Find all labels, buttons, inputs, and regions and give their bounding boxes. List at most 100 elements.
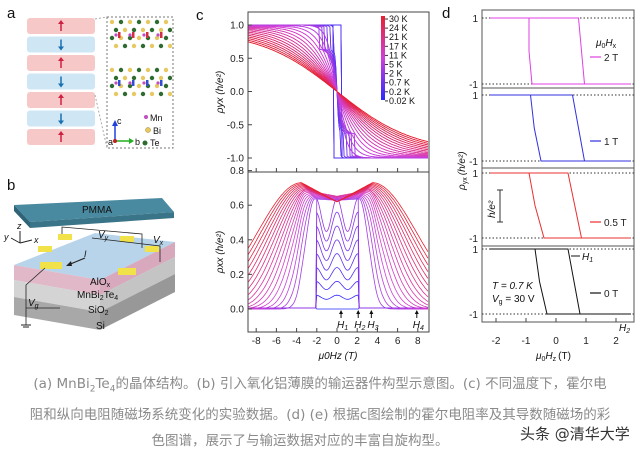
mn-atom [114,81,118,85]
atom-legend: Mn Bi Te [142,113,163,148]
atom [109,67,115,73]
atom [158,43,164,49]
legend-mn: Mn [150,113,163,123]
atom [149,43,155,49]
xtick-label: -6 [272,336,281,347]
xtick-label: -1 [522,336,531,347]
magnetic-layers [27,18,95,145]
pmma-label: PMMA [82,205,112,216]
bottom-ylabel: ρxx (h/e²) [215,231,226,274]
xtick-label: -4 [292,336,301,347]
ytick-minus-one: -1 [469,310,478,321]
atom [154,83,160,89]
atom [127,35,133,41]
top-ylabel: ρyx (h/e²) [215,71,226,114]
mn-spin [146,32,149,38]
temperature-condition: T = 0.7 K [492,281,534,292]
top-ytick-label: 1.0 [230,21,244,32]
figure: a c a b Mn Bi Te b PMMA [3,5,635,363]
panel-a: a c a b Mn Bi Te [7,5,174,149]
xtick-label: 2 [354,336,360,347]
vx-wire [91,237,161,262]
atom [109,19,115,25]
mn-spin [132,32,135,38]
atom [131,75,137,81]
si-layer [14,297,100,330]
atom [158,27,164,33]
atom [113,91,119,97]
panel-label-c: c [196,7,204,24]
hysteresis-sweep [490,172,622,239]
d-xlabel: μ0Hz (T) [535,351,571,363]
atom [158,75,164,81]
hysteresis-sweep [490,94,622,162]
longitudinal-curve [248,294,428,309]
longitudinal-curve [248,193,428,309]
atom [167,75,173,81]
caption-line-3: 色图谱，展示了与输运数据对应的丰富自旋构型。 [151,432,449,449]
ytick-minus-one: -1 [469,234,478,245]
xtick-label: -2 [492,336,501,347]
bottom-ytick-label: 0.6 [230,201,244,212]
field-marker-label: H4 [413,320,424,332]
mn-spin [160,80,163,86]
panel-b: b PMMA I Vy Vx Vg AlOx MnBi2Te4 SiO2 Si [3,177,175,332]
ytick-plus-one: 1 [472,91,478,102]
bottom-ytick-label: 0.2 [230,270,244,281]
colorbar-label: 21 K [389,32,408,42]
colorbar-label: 5 K [389,60,403,70]
colorbar-label: 0.7 K [389,78,410,88]
axis-c-label: c [117,116,122,126]
legend-bi: Bi [153,126,161,136]
mn-atom [114,33,118,37]
si-label: Si [96,321,105,332]
atom [122,27,128,33]
xtick-label: 0 [553,336,559,347]
atom [113,43,119,49]
arrow-head [58,120,64,125]
mn-spin [160,32,163,38]
z-axis-label: z [16,221,22,231]
colorbar-label: 30 K [389,14,408,24]
mn-spin [146,80,149,86]
mnbi2te4-layer [14,265,100,295]
legend-label: 0 T [604,289,618,300]
hysteresis-plots: 1-12 T1-11 T1-10.5 T1-10 T-2 -1 0 1 2 [469,9,635,347]
longitudinal-curve [248,187,429,286]
alox-label: AlOx [90,277,111,289]
longitudinal-curve [248,192,428,308]
colorbar-label: 0.02 K [389,96,415,106]
ytick-plus-one: 1 [472,169,478,180]
ytick-plus-one: 1 [472,14,478,25]
top-ytick-label: 0.0 [230,87,244,98]
legend-title: μ0Hx [595,38,617,50]
atom [118,19,124,25]
colorbar-label: 2 K [389,69,403,79]
atom [140,43,146,49]
atom [113,27,119,33]
atom [122,91,128,97]
atom [163,35,169,41]
d-marker-h1: H1 [582,252,593,264]
hysteresis-sweep [490,17,631,85]
subplot-frame [481,9,635,89]
panel-d: d 1-12 T1-11 T1-10.5 T1-10 T-2 -1 0 1 2 μ0Hx… [442,5,635,363]
zoom-line [94,94,108,149]
longitudinal-curve [248,197,428,310]
panel-c: c 1.0 0.5 0.0 -0.5 -1.00.8 0.6 0.4 0.2 0.0 -8 -6 -4… [196,7,430,362]
atom [118,67,124,73]
legend-label: 1 T [604,137,618,148]
top-ytick-label: -1.0 [227,154,245,165]
colorbar-label: 0.2 K [389,87,410,97]
zoom-line [94,16,108,20]
xtick-label: 8 [415,336,421,347]
atom [109,35,115,41]
colorbar-label: 17 K [389,41,408,51]
xtick-label: 0 [334,336,340,347]
axis-b-label: b [135,137,140,147]
mn-atom [142,81,146,85]
atom [140,91,146,97]
atom [122,43,128,49]
atom [149,75,155,81]
atom [167,91,173,97]
